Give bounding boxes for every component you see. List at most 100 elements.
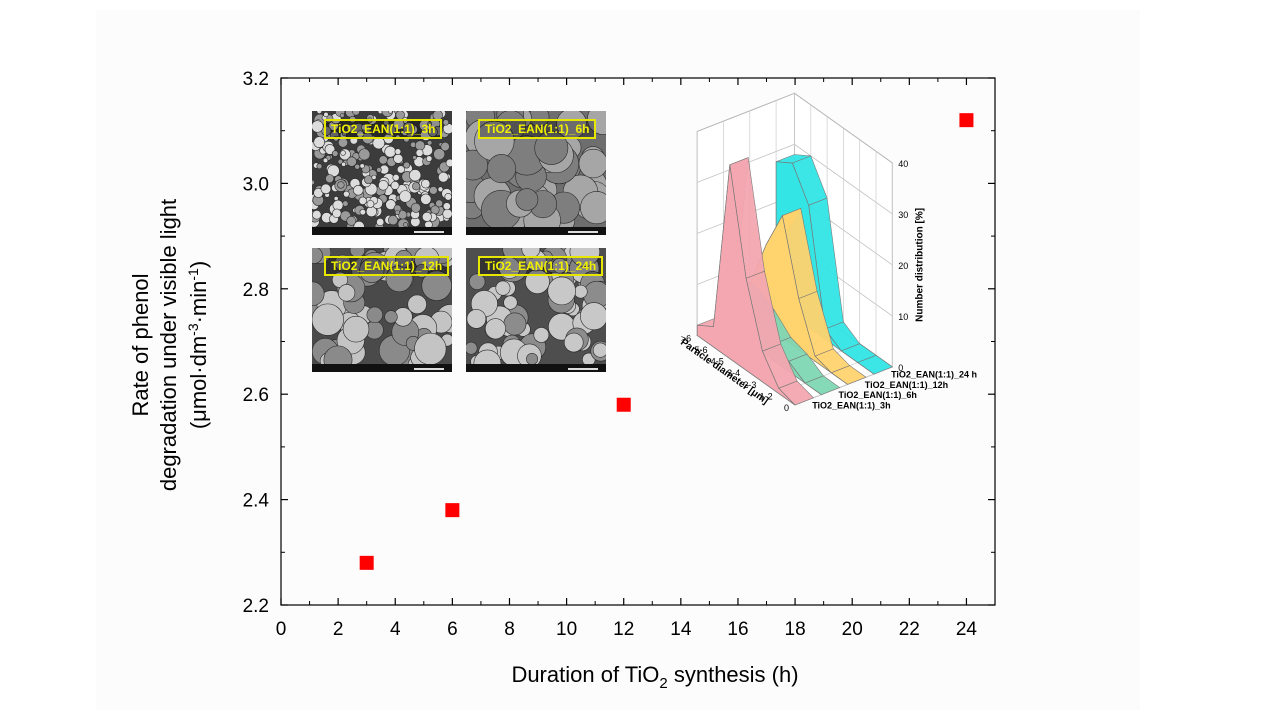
particle	[358, 148, 371, 161]
particle	[551, 257, 568, 274]
y-axis-label-line1: Rate of phenol	[128, 273, 153, 416]
particle	[580, 302, 606, 331]
scale-bar	[414, 368, 444, 370]
scale-bar	[414, 231, 444, 233]
y-tick-label: 3.2	[243, 69, 269, 90]
x-tick-label: 22	[899, 619, 920, 640]
particle	[366, 306, 384, 324]
particle	[466, 341, 478, 355]
particle	[484, 318, 506, 340]
x-tick-label: 10	[556, 619, 577, 640]
series-label: TiO2_EAN(1:1)_6h	[839, 390, 917, 400]
series-label: TiO2_EAN(1:1)_24 h	[891, 369, 977, 379]
particle	[313, 136, 325, 148]
particle	[395, 250, 413, 268]
x-tick-label: 14	[670, 619, 692, 640]
particle	[376, 217, 385, 227]
y-tick-label: 2.8	[243, 280, 269, 301]
particle	[334, 254, 351, 271]
particle	[445, 158, 452, 168]
x-tick-label: 16	[727, 619, 748, 640]
particle	[425, 155, 433, 162]
particle	[312, 179, 315, 186]
particle	[361, 124, 368, 131]
particle	[412, 155, 417, 160]
sem-info-bar	[466, 227, 606, 235]
particle	[466, 309, 487, 329]
particle	[337, 181, 345, 189]
particle	[388, 215, 399, 226]
data-point	[616, 397, 631, 412]
particle	[399, 190, 412, 203]
sem-image-24h: TiO2_EAN(1:1)_24h	[466, 248, 606, 372]
particle	[359, 208, 366, 216]
particle	[359, 257, 385, 283]
z-tick-label: 30	[898, 210, 908, 220]
particle	[407, 294, 427, 315]
particle	[403, 161, 411, 169]
particle	[340, 150, 346, 156]
particle	[421, 211, 432, 222]
particle	[343, 190, 350, 198]
particle	[384, 310, 398, 324]
particle	[427, 121, 433, 127]
particle	[421, 270, 452, 301]
particle	[429, 186, 438, 195]
particle	[580, 191, 606, 225]
sem-image-3h: TiO2_EAN(1:1)_3h	[312, 111, 452, 235]
x-tick-label: 4	[390, 619, 401, 640]
x-axis: 0 2 4 6 8 10 12 14 16 18 20 22 24	[276, 78, 978, 640]
particle	[412, 182, 421, 191]
particle	[503, 295, 518, 310]
particle	[376, 167, 382, 173]
particle	[415, 148, 424, 157]
x-tick-label: 2	[333, 619, 344, 640]
particle	[321, 125, 332, 136]
sem-texture	[312, 111, 452, 235]
particle	[394, 148, 402, 155]
series-label: TiO2_EAN(1:1)_3h	[812, 400, 890, 410]
y-axis-label-line3: (μmol·dm-3·min-1)	[185, 261, 211, 429]
particle	[337, 158, 344, 165]
particle	[378, 180, 389, 191]
z-tick-label: 10	[898, 312, 908, 322]
x-tick-label: 6	[447, 619, 458, 640]
particle	[437, 186, 444, 193]
particle	[442, 202, 451, 211]
number-distribution-label: Number distribution [%]	[914, 208, 925, 322]
particle	[339, 113, 345, 118]
x-tick-label: 4-5	[711, 357, 724, 367]
particle	[390, 181, 400, 190]
particle	[341, 161, 347, 167]
particle	[409, 169, 422, 182]
particle	[403, 222, 408, 228]
particle	[442, 119, 450, 126]
y-axis-label: Rate of phenol degradation under visible…	[128, 199, 211, 491]
series-front-face	[696, 164, 796, 406]
series-label: TiO2_EAN(1:1)_12h	[865, 380, 948, 390]
particle	[342, 315, 370, 343]
particle	[534, 131, 569, 165]
sem-label: TiO2_EAN(1:1)_12h	[324, 256, 450, 276]
particle	[515, 188, 539, 211]
sem-texture	[466, 248, 606, 372]
particle	[358, 196, 367, 205]
particle	[346, 124, 355, 133]
sem-label: TiO2_EAN(1:1)_3h	[324, 119, 443, 139]
particle	[438, 171, 449, 183]
y-tick-label: 2.2	[243, 596, 269, 617]
particle	[316, 163, 323, 170]
x-tick-label: 1-2	[760, 391, 773, 401]
particle	[495, 280, 511, 296]
particle	[320, 183, 332, 195]
particle	[421, 179, 431, 189]
x-tick-label: 24	[956, 619, 978, 640]
particle	[402, 122, 415, 135]
x-tick-label: 3-4	[727, 368, 740, 378]
data-point	[959, 113, 974, 128]
particle	[592, 342, 606, 358]
scale-bar	[568, 231, 598, 233]
particle	[394, 209, 400, 215]
particle	[322, 157, 329, 164]
